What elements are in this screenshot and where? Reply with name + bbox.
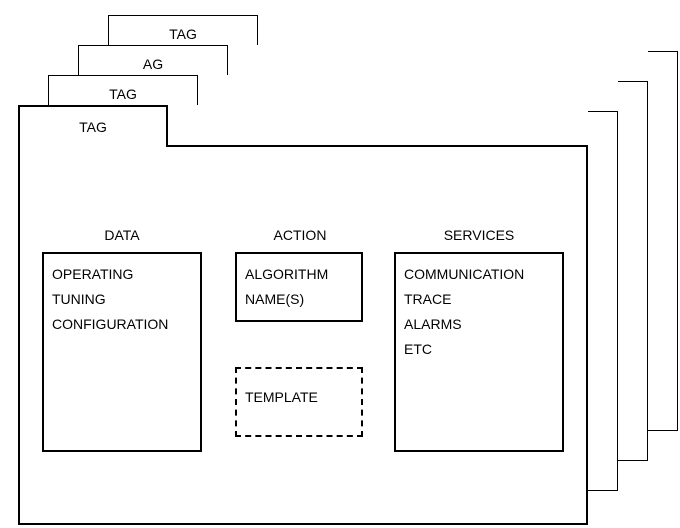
panel-item: CONFIGURATION xyxy=(52,312,192,337)
panel-items: OPERATINGTUNINGCONFIGURATION xyxy=(52,262,192,337)
panel-item: ALARMS xyxy=(404,312,554,337)
services-title: SERVICES xyxy=(394,227,564,243)
folder-tab-label: TAG xyxy=(169,26,197,42)
folder-f1: DATA OPERATINGTUNINGCONFIGURATION ACTION AL… xyxy=(18,105,588,525)
panel-item: TUNING xyxy=(52,287,192,312)
panel-item: ETC xyxy=(404,337,554,362)
template-label: TEMPLATE xyxy=(245,389,318,405)
action-title: ACTION xyxy=(230,227,370,243)
panel-item: ALGORITHM xyxy=(245,262,353,287)
data-panel: OPERATINGTUNINGCONFIGURATION xyxy=(42,252,202,452)
template-panel: TEMPLATE xyxy=(235,367,363,437)
panel-item: NAME(S) xyxy=(245,287,353,312)
services-panel: COMMUNICATIONTRACEALARMSETC xyxy=(394,252,564,452)
panel-item: TRACE xyxy=(404,287,554,312)
panel-item: OPERATING xyxy=(52,262,192,287)
panel-item: COMMUNICATION xyxy=(404,262,554,287)
folder-tab-label: TAG xyxy=(79,119,107,135)
diagram-stage: TAG AG TAG DATA OPERATINGTUNINGCONFIGURATION… xyxy=(0,0,680,528)
folder-body: DATA OPERATINGTUNINGCONFIGURATION ACTION AL… xyxy=(18,145,588,525)
data-title: DATA xyxy=(42,227,202,243)
panel-items: ALGORITHMNAME(S) xyxy=(245,262,353,312)
panel-items: COMMUNICATIONTRACEALARMSETC xyxy=(404,262,554,362)
folder-tab-label: AG xyxy=(143,56,163,72)
algorithm-panel: ALGORITHMNAME(S) xyxy=(235,252,363,322)
folder-tab: TAG xyxy=(18,105,168,147)
folder-tab-label: TAG xyxy=(109,86,137,102)
